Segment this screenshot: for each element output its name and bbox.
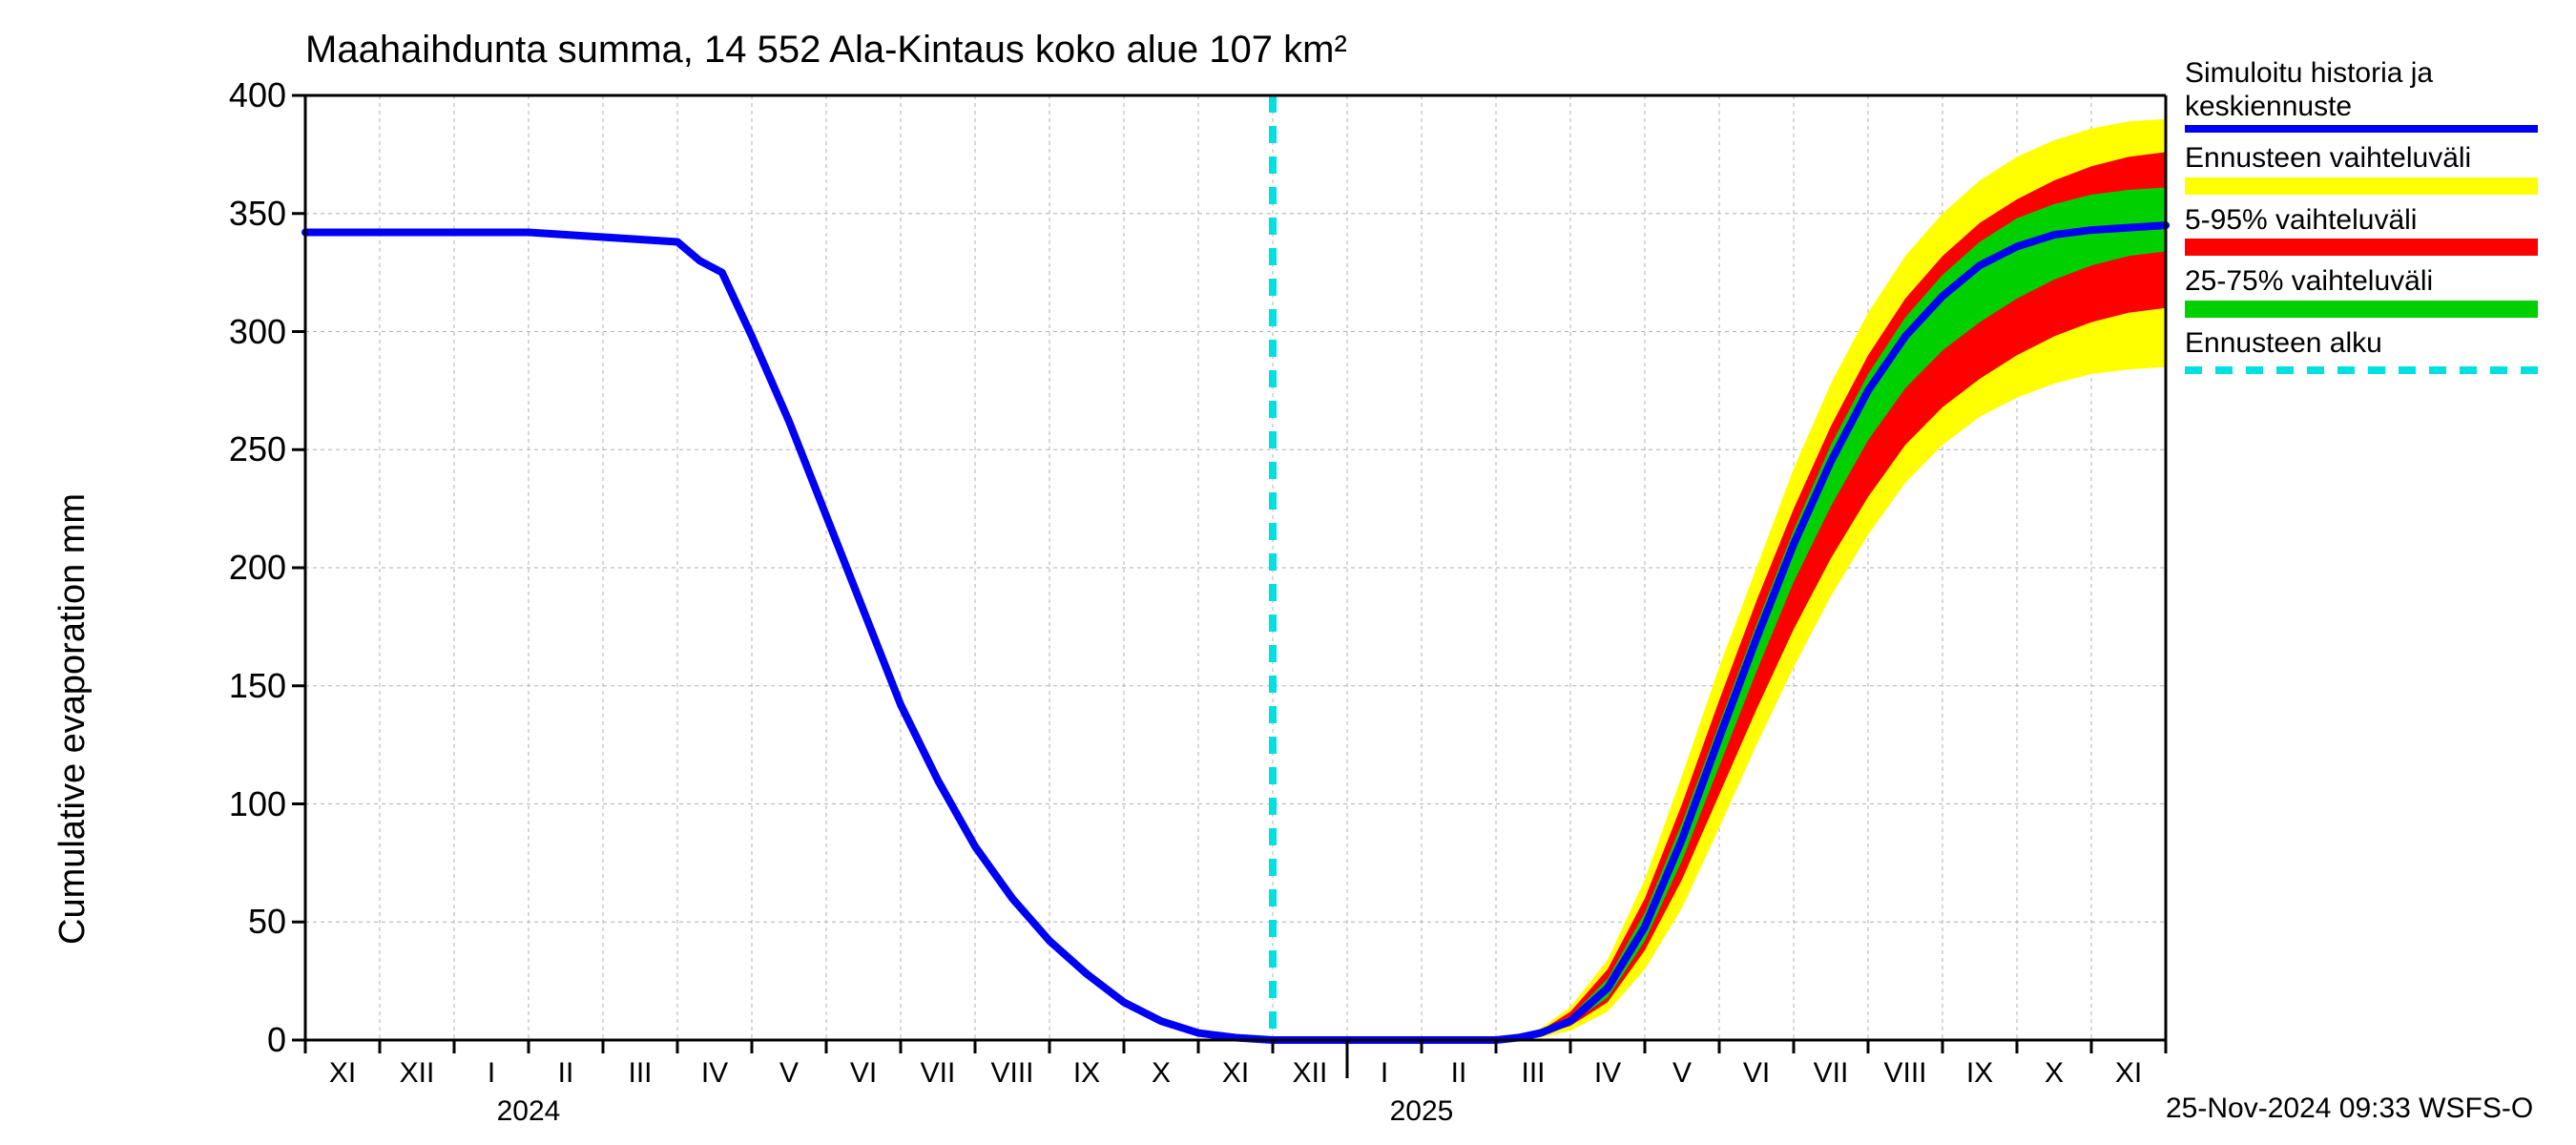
x-tick-label: VI — [1743, 1057, 1770, 1090]
x-tick-label: IV — [1594, 1057, 1621, 1090]
chart-title: Maahaihdunta summa, 14 552 Ala-Kintaus k… — [305, 29, 1347, 72]
x-tick-label: X — [2045, 1057, 2064, 1090]
chart-container: Maahaihdunta summa, 14 552 Ala-Kintaus k… — [0, 0, 2576, 1145]
legend-entry: 25-75% vaihteluväli — [2185, 265, 2538, 318]
legend-entry: Ennusteen vaihteluväli — [2185, 142, 2538, 195]
timestamp-label: 25-Nov-2024 09:33 WSFS-O — [2166, 1093, 2533, 1125]
y-tick-label: 400 — [200, 75, 286, 115]
legend: Simuloitu historia ja keskiennuste Ennust… — [2185, 57, 2538, 379]
legend-entry: Simuloitu historia ja keskiennuste — [2185, 57, 2538, 133]
x-year-label: 2024 — [497, 1095, 561, 1128]
y-tick-label: 50 — [200, 902, 286, 942]
legend-label: 25-75% vaihteluväli — [2185, 265, 2538, 299]
x-tick-label: XI — [329, 1057, 356, 1090]
y-tick-label: 250 — [200, 429, 286, 469]
x-tick-label: XI — [2115, 1057, 2142, 1090]
x-tick-label: I — [488, 1057, 495, 1090]
x-tick-label: II — [558, 1057, 574, 1090]
x-tick-label: XII — [1293, 1057, 1328, 1090]
x-tick-label: II — [1451, 1057, 1467, 1090]
legend-swatch — [2185, 362, 2538, 369]
x-tick-label: III — [1521, 1057, 1545, 1090]
x-tick-label: X — [1152, 1057, 1171, 1090]
legend-swatch — [2185, 239, 2538, 256]
legend-swatch — [2185, 125, 2538, 133]
x-tick-label: IX — [1073, 1057, 1100, 1090]
y-tick-label: 350 — [200, 194, 286, 234]
x-tick-label: VII — [921, 1057, 956, 1090]
x-tick-label: VI — [850, 1057, 877, 1090]
legend-label: Simuloitu historia ja keskiennuste — [2185, 57, 2538, 123]
x-tick-label: III — [628, 1057, 652, 1090]
legend-swatch — [2185, 177, 2538, 195]
y-tick-label: 100 — [200, 784, 286, 824]
legend-swatch — [2185, 301, 2538, 318]
legend-entry: 5-95% vaihteluväli — [2185, 204, 2538, 257]
y-tick-label: 0 — [200, 1020, 286, 1060]
legend-entry: Ennusteen alku — [2185, 327, 2538, 370]
x-year-label: 2025 — [1390, 1095, 1454, 1128]
x-tick-label: IV — [701, 1057, 728, 1090]
x-tick-label: V — [779, 1057, 799, 1090]
y-tick-label: 150 — [200, 666, 286, 706]
x-tick-label: IX — [1966, 1057, 1993, 1090]
x-tick-label: VII — [1814, 1057, 1849, 1090]
y-tick-label: 200 — [200, 548, 286, 588]
x-tick-label: I — [1381, 1057, 1388, 1090]
y-axis-label: Cumulative evaporation mm — [52, 493, 93, 945]
legend-label: Ennusteen alku — [2185, 327, 2538, 361]
x-tick-label: V — [1672, 1057, 1692, 1090]
legend-label: 5-95% vaihteluväli — [2185, 204, 2538, 238]
x-tick-label: VIII — [990, 1057, 1033, 1090]
x-tick-label: XII — [400, 1057, 435, 1090]
x-tick-label: XI — [1222, 1057, 1249, 1090]
legend-label: Ennusteen vaihteluväli — [2185, 142, 2538, 176]
x-tick-label: VIII — [1883, 1057, 1926, 1090]
y-tick-label: 300 — [200, 312, 286, 352]
